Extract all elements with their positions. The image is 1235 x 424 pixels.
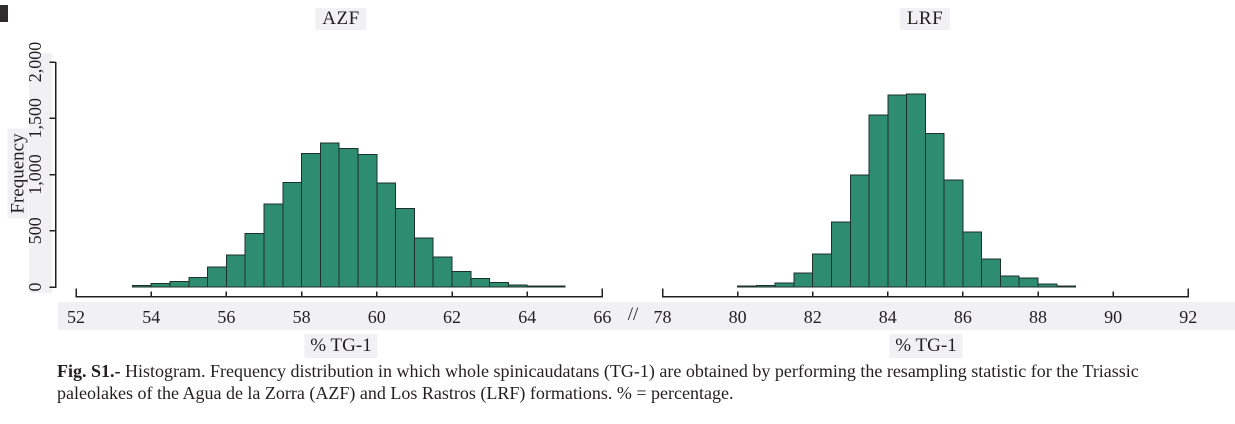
y-tick-label: 500 <box>25 217 45 244</box>
histogram-bar <box>244 233 265 288</box>
x-tick-label: 60 <box>368 307 386 327</box>
histogram-bar <box>507 284 528 288</box>
histogram-bar <box>981 258 1001 288</box>
histogram-bar <box>432 256 453 288</box>
axis-break-symbol: // <box>627 304 639 325</box>
histogram-bar <box>943 179 964 288</box>
histogram-bar <box>545 285 566 288</box>
histogram-bar <box>924 132 945 288</box>
x-tick-label: 80 <box>729 307 747 327</box>
histogram-bar <box>755 285 776 288</box>
histogram-bar <box>188 276 209 288</box>
x-tick-label: 54 <box>142 307 160 327</box>
histogram-bar <box>830 221 851 288</box>
histogram-bar <box>737 285 757 288</box>
histogram-bar <box>906 93 926 288</box>
histogram-bar <box>1018 277 1039 288</box>
histogram-bar <box>263 203 284 288</box>
histogram-bar <box>470 278 491 288</box>
x-tick-label: 62 <box>443 307 461 327</box>
azf-x-axis <box>75 288 604 298</box>
histogram-bar <box>131 284 152 288</box>
x-tick-label: 64 <box>518 307 536 327</box>
y-tick-label: 1,500 <box>25 98 45 139</box>
histogram-bar <box>225 254 246 288</box>
histogram-bar <box>868 114 889 288</box>
histogram-bar <box>526 285 547 288</box>
x-tick-label: 82 <box>804 307 822 327</box>
histogram-bar <box>999 275 1020 288</box>
x-tick-label: 56 <box>217 307 235 327</box>
y-tick-label: 2,000 <box>25 42 45 83</box>
x-tick-label: 52 <box>67 307 85 327</box>
histogram-bar <box>357 153 378 288</box>
histogram-bar <box>849 174 870 288</box>
histogram-bar <box>451 270 472 288</box>
caption-text: Histogram. Frequency distribution in whi… <box>57 361 1139 403</box>
y-axis-label: Frequency <box>7 128 29 219</box>
histogram-bar <box>812 253 832 288</box>
histogram-bar <box>962 231 983 288</box>
x-tick-label: 84 <box>879 307 897 327</box>
lrf-histogram-bars <box>737 93 1077 288</box>
y-tick-highlight-strip <box>29 53 52 293</box>
x-tick-label: 88 <box>1029 307 1047 327</box>
scan-artifact-mark <box>0 5 8 22</box>
histogram-bar <box>1037 283 1058 288</box>
histogram-bar <box>338 148 359 288</box>
x-tick-label: 66 <box>593 307 611 327</box>
figure-caption: Fig. S1.- Histogram. Frequency distribut… <box>57 360 1185 404</box>
y-tick-label: 1,000 <box>25 154 45 195</box>
x-tick-label: 90 <box>1104 307 1122 327</box>
histogram-bar <box>207 266 227 288</box>
azf-panel-title: AZF <box>315 8 367 30</box>
y-tick-label: 0 <box>25 283 45 292</box>
histograms-canvas: 0 500 1,000 1,500 2,000 52 54 56 58 60 62 64 66 78 80 8… <box>25 42 1235 330</box>
histogram-bar <box>282 181 303 288</box>
caption-figure-label: Fig. S1.- <box>57 361 121 381</box>
lrf-x-axis-label: % TG-1 <box>889 334 963 358</box>
x-tick-label: 78 <box>654 307 672 327</box>
histogram-bar <box>413 237 434 288</box>
y-axis <box>49 61 57 288</box>
histogram-bar <box>150 283 171 288</box>
x-tick-label: 86 <box>954 307 972 327</box>
x-tick-highlight-strip <box>58 302 1235 330</box>
histogram-bar <box>376 182 397 288</box>
lrf-panel-title: LRF <box>899 8 951 30</box>
histogram-bar <box>395 207 415 288</box>
histogram-bar <box>887 94 908 288</box>
histogram-bar <box>489 282 509 288</box>
histogram-bar <box>169 280 190 288</box>
azf-x-axis-label: % TG-1 <box>304 334 378 358</box>
lrf-x-axis <box>661 288 1189 298</box>
x-tick-label: 92 <box>1179 307 1197 327</box>
azf-histogram-bars <box>131 142 566 288</box>
histogram-bar <box>793 272 814 288</box>
histogram-bar <box>774 282 795 288</box>
histogram-bar <box>301 153 321 288</box>
x-tick-label: 58 <box>293 307 311 327</box>
histogram-bar <box>319 142 340 288</box>
histogram-bar <box>1056 285 1077 288</box>
